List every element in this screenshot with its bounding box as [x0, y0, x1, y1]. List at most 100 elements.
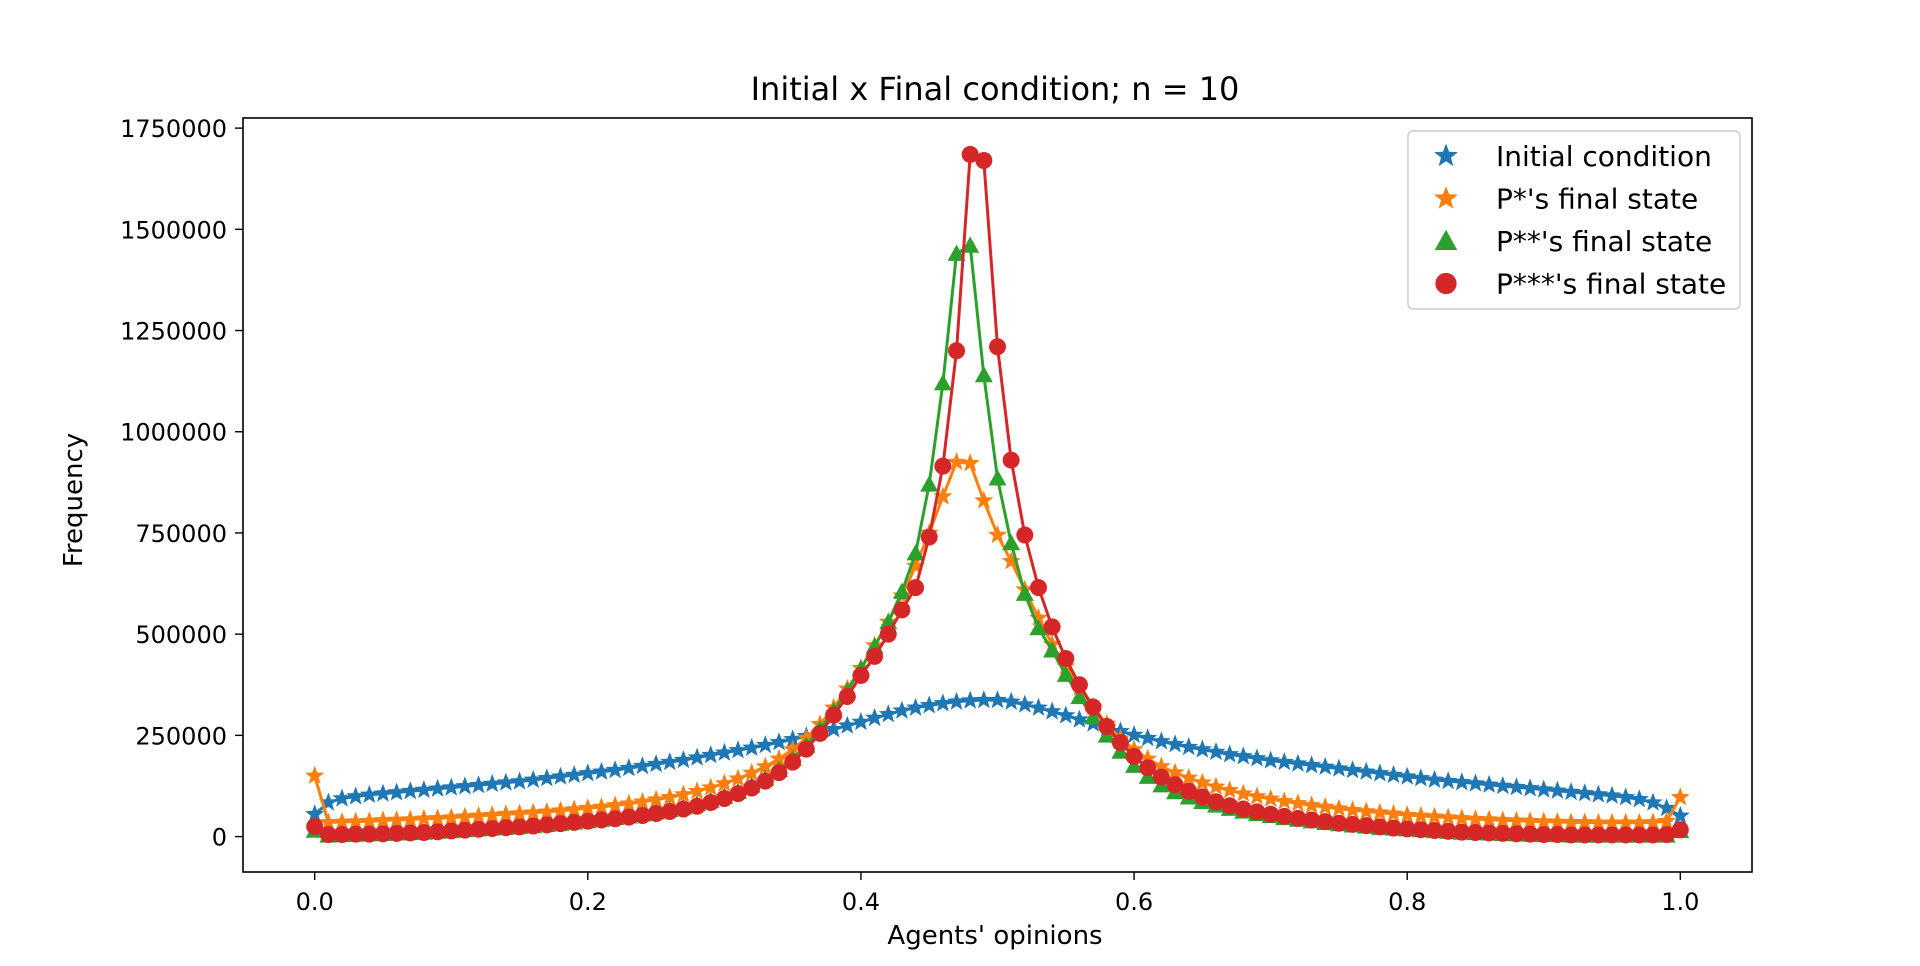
- data-point: [428, 778, 448, 797]
- data-point: [305, 765, 325, 784]
- data-point: [1275, 807, 1293, 825]
- data-point: [1029, 608, 1048, 627]
- legend-label: P***'s final state: [1496, 268, 1726, 301]
- data-point: [907, 579, 925, 597]
- data-point: [1479, 774, 1499, 793]
- data-point: [387, 782, 407, 801]
- data-point: [1220, 780, 1240, 799]
- data-point: [400, 809, 420, 828]
- data-point: [1547, 780, 1567, 799]
- data-point: [1262, 805, 1280, 823]
- data-point: [579, 812, 597, 830]
- data-point: [1356, 801, 1376, 820]
- data-point: [482, 805, 502, 824]
- data-point: [1207, 793, 1225, 811]
- data-point: [743, 779, 761, 797]
- data-point: [318, 812, 338, 831]
- data-point: [1397, 805, 1417, 824]
- y-tick-label: 1250000: [120, 318, 227, 346]
- data-point: [1233, 746, 1253, 765]
- data-point: [1385, 819, 1403, 837]
- data-point: [755, 756, 775, 775]
- data-point: [428, 808, 448, 827]
- data-point: [1616, 787, 1636, 806]
- data-point: [1466, 824, 1484, 842]
- data-point: [1384, 765, 1403, 784]
- data-point: [646, 754, 666, 773]
- data-point: [564, 765, 584, 784]
- data-point: [1261, 788, 1281, 807]
- data-point: [1344, 815, 1362, 833]
- data-point: [1657, 811, 1677, 830]
- data-point: [1289, 809, 1307, 827]
- data-point: [1493, 776, 1513, 795]
- data-point: [523, 802, 543, 821]
- data-point: [852, 666, 870, 684]
- data-point: [673, 784, 693, 803]
- data-point: [837, 715, 857, 734]
- data-point: [1494, 824, 1512, 842]
- data-point: [578, 798, 598, 817]
- data-point: [1057, 649, 1075, 667]
- data-point: [1247, 786, 1267, 805]
- data-point: [1547, 812, 1567, 831]
- data-point: [1302, 795, 1322, 814]
- series-4: [306, 145, 1689, 844]
- data-point: [482, 773, 502, 792]
- data-point: [592, 761, 611, 780]
- data-point: [1288, 753, 1308, 772]
- data-point: [1534, 811, 1554, 830]
- data-point: [811, 724, 829, 742]
- legend-marker: [1434, 229, 1458, 250]
- data-point: [319, 826, 337, 844]
- data-point: [729, 785, 747, 803]
- data-point: [1151, 756, 1171, 775]
- data-point: [661, 802, 679, 820]
- data-point: [783, 729, 803, 748]
- data-point: [469, 775, 489, 794]
- data-point: [1548, 826, 1566, 844]
- data-point: [878, 704, 898, 723]
- data-point: [920, 475, 939, 492]
- data-point: [1029, 579, 1047, 597]
- data-point: [455, 806, 475, 825]
- plot-clip-group: [305, 145, 1690, 844]
- data-point: [592, 797, 611, 816]
- data-point: [702, 794, 720, 812]
- data-point: [646, 789, 666, 808]
- data-point: [1111, 734, 1129, 752]
- series-1: [305, 690, 1690, 824]
- data-point: [1138, 748, 1158, 767]
- data-point: [1589, 826, 1607, 844]
- data-point: [429, 823, 447, 841]
- data-point: [947, 244, 966, 261]
- data-point: [1042, 701, 1062, 720]
- data-point: [783, 739, 803, 758]
- data-point: [947, 691, 966, 710]
- data-point: [1029, 619, 1048, 636]
- data-point: [1043, 641, 1062, 658]
- data-point: [1069, 709, 1089, 728]
- data-point: [1561, 812, 1581, 831]
- data-point: [1165, 762, 1185, 781]
- data-point: [851, 712, 871, 731]
- data-point: [1343, 760, 1363, 779]
- data-point: [1658, 826, 1676, 844]
- data-point: [305, 804, 325, 823]
- data-point: [1330, 814, 1348, 832]
- data-point: [552, 815, 570, 833]
- data-point: [455, 776, 475, 795]
- data-point: [1588, 784, 1608, 803]
- data-point: [1439, 822, 1457, 840]
- data-point: [974, 366, 993, 383]
- data-point: [1643, 792, 1663, 811]
- data-point: [524, 817, 542, 835]
- data-point: [1644, 826, 1662, 844]
- data-point: [892, 700, 912, 719]
- data-point: [1015, 584, 1034, 601]
- data-point: [373, 810, 393, 829]
- data-point: [1316, 813, 1334, 831]
- data-point: [1303, 811, 1321, 829]
- data-point: [1520, 778, 1540, 797]
- data-point: [948, 342, 966, 360]
